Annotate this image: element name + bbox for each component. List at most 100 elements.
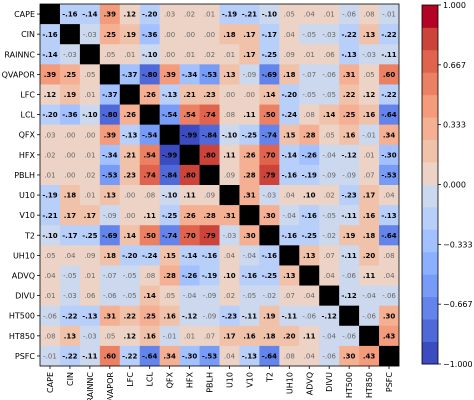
heatmap-cell	[339, 104, 360, 125]
heatmap-cell	[299, 84, 320, 105]
cell-value-label: .11	[303, 332, 316, 340]
heatmap-cell	[339, 245, 360, 266]
cell-value-label: .54	[183, 111, 196, 119]
cell-value-label: -.23	[341, 192, 356, 200]
heatmap-cell	[279, 245, 300, 266]
cell-value-label: -.25	[262, 51, 277, 59]
heatmap-cell	[239, 305, 260, 327]
cell-value-label: .02	[224, 292, 235, 300]
cell-value-label: .09	[84, 252, 95, 260]
heatmap-cell	[119, 265, 141, 286]
cell-value-label: -.12	[322, 312, 337, 320]
colorbar-segment	[422, 206, 438, 230]
heatmap-cell	[139, 185, 160, 206]
colorbar-segment	[422, 229, 438, 253]
heatmap-cell	[359, 325, 380, 347]
heatmap-cell	[239, 205, 260, 226]
heatmap-cell	[379, 185, 400, 206]
heatmap-cell	[199, 305, 220, 327]
y-tick-label: UH10	[13, 251, 35, 260]
cell-value-label: -.16	[202, 252, 217, 260]
heatmap-cell	[159, 144, 180, 166]
colorbar-segment	[422, 251, 438, 275]
cell-value-label: -.30	[381, 151, 396, 159]
heatmap-cell	[119, 64, 141, 85]
heatmap-cell	[319, 205, 340, 226]
x-tick-label: LFC	[126, 372, 135, 387]
cell-value-label: -.04	[282, 212, 296, 220]
heatmap-cell	[59, 325, 81, 347]
heatmap-cell	[79, 4, 101, 25]
cell-value-label: -.24	[282, 111, 297, 119]
colorbar-segment	[422, 341, 438, 365]
cell-value-label: -.03	[83, 332, 97, 340]
heatmap-cell	[239, 164, 260, 186]
cell-value-label: -.54	[162, 111, 177, 119]
heatmap-cell	[139, 24, 160, 45]
cell-value-label: .04	[304, 11, 316, 19]
heatmap-cell	[59, 64, 81, 85]
cell-value-label: .31	[223, 212, 236, 220]
cell-value-label: -.04	[183, 292, 197, 300]
heatmap-cell	[59, 245, 81, 266]
cell-value-label: -.07	[302, 71, 316, 79]
heatmap-cell	[219, 205, 240, 226]
heatmap-cell	[259, 245, 280, 266]
cell-value-label: -.69	[262, 71, 277, 79]
cell-value-label: .31	[343, 71, 356, 79]
cell-value-label: .09	[204, 192, 215, 200]
heatmap-cell	[379, 345, 400, 367]
heatmap-cell	[239, 44, 260, 65]
heatmap-cell	[199, 285, 220, 306]
cell-value-label: .01	[224, 51, 235, 59]
heatmap-cell	[359, 144, 380, 166]
cell-value-label: -.16	[242, 272, 257, 280]
heatmap-cell	[59, 164, 81, 186]
cell-value-label: .07	[284, 292, 295, 300]
heatmap-cell	[279, 305, 300, 327]
heatmap-cell	[199, 325, 220, 347]
heatmap-cell	[219, 4, 240, 25]
heatmap-cell	[159, 225, 180, 246]
heatmap-cell	[239, 4, 260, 25]
heatmap-cell	[259, 124, 280, 146]
cell-value-label: .19	[124, 31, 137, 39]
heatmap-cell	[119, 144, 141, 166]
heatmap-cell	[59, 265, 81, 286]
heatmap-cell	[199, 164, 220, 186]
cell-value-label: .19	[263, 312, 276, 320]
heatmap-cell	[279, 205, 300, 226]
cell-value-label: -.14	[182, 252, 197, 260]
heatmap-cell	[279, 345, 300, 367]
colorbar-segment	[422, 296, 438, 320]
y-tick-label: DIVU	[15, 292, 35, 301]
heatmap-cell	[79, 164, 101, 186]
cell-value-label: -.03	[223, 232, 237, 240]
cell-value-label: -.25	[302, 232, 317, 240]
heatmap-cell	[219, 164, 240, 186]
cell-value-label: .80	[183, 172, 196, 180]
heatmap-cell	[159, 84, 180, 105]
cell-value-label: .18	[363, 232, 376, 240]
cell-value-label: -.05	[302, 91, 316, 99]
heatmap-cell	[379, 305, 400, 327]
cell-value-label: .19	[343, 232, 356, 240]
heatmap-cell	[279, 265, 300, 286]
cell-value-label: -.10	[162, 192, 177, 200]
heatmap-cell	[79, 285, 101, 306]
cell-value-label: .05	[44, 252, 55, 260]
cell-value-label: .17	[64, 212, 77, 220]
cell-value-label: -.22	[62, 353, 77, 361]
heatmap-cell	[59, 285, 81, 306]
heatmap-cell	[59, 144, 81, 166]
cell-value-label: -.25	[82, 232, 97, 240]
heatmap-cell	[59, 124, 81, 146]
x-tick-label: PSFC	[385, 372, 394, 393]
cell-value-label: -.13	[162, 91, 177, 99]
cell-value-label: .04	[324, 272, 336, 280]
y-tick-label: LFC	[20, 91, 35, 100]
cell-value-label: .43	[363, 353, 376, 361]
heatmap-cell	[279, 64, 300, 85]
heatmap-cell	[179, 305, 200, 327]
heatmap-cell	[199, 84, 220, 105]
